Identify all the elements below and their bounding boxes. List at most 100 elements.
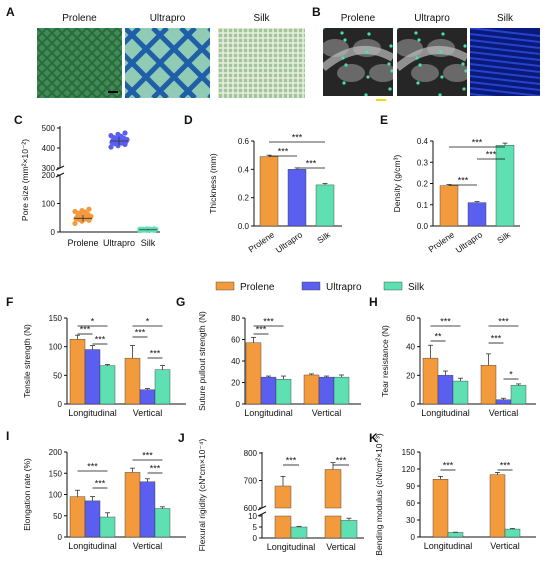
y-tick-label: 300 <box>42 164 56 173</box>
panel-a-label-prolene: Prolene <box>62 13 97 24</box>
significance-label: *** <box>292 133 303 143</box>
significance-label: *** <box>150 464 161 474</box>
x-tick-label-longitudinal: Longitudinal <box>421 408 470 418</box>
significance-label: *** <box>491 334 502 344</box>
data-point-ultrapro <box>115 131 121 137</box>
y-axis-label: Flexural rigidity (cN*cm×10⁻⁴) <box>197 438 207 551</box>
y-axis-label: Density (g/cm³) <box>392 155 402 213</box>
x-tick-label-prolene: Prolene <box>246 229 276 254</box>
significance-label: * <box>146 317 150 327</box>
bar-prolene-vertical <box>489 474 506 538</box>
x-tick-label-longitudinal: Longitudinal <box>244 408 293 418</box>
panel-b-label-ultrapro: Ultrapro <box>414 13 450 24</box>
x-tick-label-longitudinal: Longitudinal <box>68 408 117 418</box>
bar-silk-longitudinal <box>447 532 464 538</box>
y-axis-label: Suture pullout strength (N) <box>197 311 207 411</box>
data-point-silk <box>144 226 150 232</box>
y-tick-label: 0.4 <box>417 137 429 146</box>
bar-prolene-vertical <box>124 357 141 405</box>
data-point-prolene <box>86 206 92 212</box>
bar-prolene <box>439 185 459 227</box>
y-axis-label: Tensile strength (N) <box>22 324 32 398</box>
y-tick-label: 0 <box>58 400 63 409</box>
bar-prolene-vertical <box>303 374 320 405</box>
panel-label-i: I <box>6 429 9 443</box>
significance-label: *** <box>80 325 91 335</box>
y-tick-label: 40 <box>406 343 415 352</box>
bar-ultrapro-longitudinal <box>260 376 277 405</box>
bar-prolene-longitudinal <box>422 357 439 405</box>
legend-label-silk: Silk <box>408 282 425 293</box>
bar-ultrapro-vertical <box>139 481 156 538</box>
y-tick-label: 0.0 <box>238 222 250 231</box>
y-tick-label: 150 <box>49 314 63 323</box>
bar-silk <box>495 145 515 227</box>
panel-a-image-prolene <box>37 28 122 98</box>
y-tick-label: 0 <box>58 533 63 542</box>
y-axis-label: Thickness (mm) <box>208 153 218 214</box>
y-tick-label: 600 <box>244 504 258 513</box>
chart-f: 0 50 100 150 Tensile strength (N) Longitudina… <box>22 314 186 418</box>
legend: Prolene Ultrapro Silk <box>215 281 425 293</box>
significance-label: *** <box>256 325 267 335</box>
bar-silk-longitudinal <box>99 365 116 405</box>
y-tick-label: 20 <box>231 379 240 388</box>
panel-a-label-ultrapro: Ultrapro <box>150 13 186 24</box>
bar-ultrapro-longitudinal <box>84 500 101 538</box>
scale-bar-b <box>376 99 386 101</box>
bar-prolene-longitudinal <box>432 479 449 538</box>
significance-label: *** <box>440 317 451 327</box>
data-point-ultrapro <box>108 144 114 150</box>
y-tick-label: 0 <box>51 228 56 237</box>
data-point-prolene <box>72 220 78 227</box>
y-tick-label: 500 <box>42 124 56 133</box>
y-tick-label: 60 <box>406 499 415 508</box>
bar-ultrapro <box>467 202 487 227</box>
panel-a-image-silk <box>218 28 305 98</box>
panel-b-image-prolene <box>323 28 393 96</box>
bar-silk-vertical <box>510 385 527 405</box>
significance-label: *** <box>95 335 106 345</box>
panel-a-label-silk: Silk <box>253 13 270 24</box>
bar-silk-longitudinal <box>452 380 469 405</box>
y-tick-label: 0.2 <box>238 194 250 203</box>
y-axis-label: Bending modulus (cN/cm²×10⁻³) <box>374 433 384 556</box>
significance-label: *** <box>150 349 161 359</box>
y-tick-label: 0.4 <box>238 165 250 174</box>
panel-label-k: K <box>369 431 378 445</box>
panel-label-b: B <box>312 5 321 19</box>
x-tick-label-ultrapro: Ultrapro <box>274 229 305 255</box>
bar-prolene-longitudinal <box>274 485 292 509</box>
panel-b-label-silk: Silk <box>497 13 514 24</box>
panel-b-image-silk <box>470 28 540 96</box>
significance-label: *** <box>498 317 509 327</box>
y-tick-label: 100 <box>42 200 56 209</box>
x-tick-label-vertical: Vertical <box>326 542 356 552</box>
x-tick-label-vertical: Vertical <box>489 408 519 418</box>
significance-label: *** <box>472 138 483 148</box>
legend-label-ultrapro: Ultrapro <box>326 282 362 293</box>
x-tick-label-vertical: Vertical <box>133 408 163 418</box>
bar-silk-vertical <box>333 376 350 405</box>
x-tick-label-silk: Silk <box>315 229 333 245</box>
y-tick-label: 100 <box>49 343 63 352</box>
significance-label: ** <box>434 332 442 342</box>
data-point-prolene <box>79 208 85 214</box>
y-tick-label: 150 <box>402 448 416 457</box>
y-tick-label: 0 <box>236 400 241 409</box>
chart-k: 0 30 60 90 120 150 Bending modulus (cN/cm²×10⁻… <box>374 433 536 556</box>
y-tick-label: 0.3 <box>417 158 429 167</box>
y-axis-label: Pore size (mm²×10⁻²) <box>20 139 30 221</box>
data-point-prolene <box>72 208 78 215</box>
bar-silk-vertical <box>504 528 521 538</box>
significance-label: *** <box>443 461 454 471</box>
x-tick-label-longitudinal: Longitudinal <box>68 541 117 551</box>
y-tick-label: 0 <box>411 400 416 409</box>
y-tick-label: 10 <box>248 512 257 521</box>
bar-silk-vertical <box>154 369 171 405</box>
data-point-silk <box>151 226 157 232</box>
x-tick-label-vertical: Vertical <box>133 541 163 551</box>
bar-ultrapro <box>287 169 307 227</box>
